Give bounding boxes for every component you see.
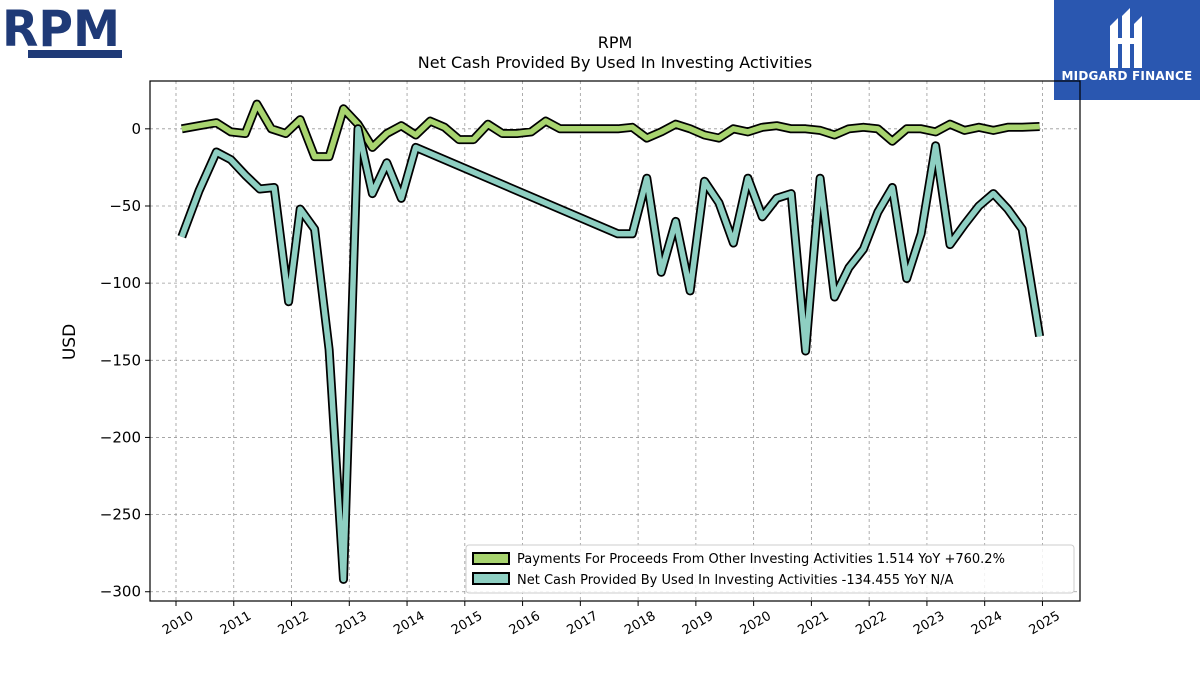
y-tick-label: −50 xyxy=(109,197,141,215)
series-line-other-investing xyxy=(181,99,1040,162)
company-logo-text: RPM xyxy=(2,0,120,58)
brand-logo: MIDGARD FINANCE xyxy=(1054,0,1200,100)
y-tick-label: −250 xyxy=(100,506,141,524)
series-outline xyxy=(177,124,1045,584)
y-tick-label: −100 xyxy=(100,274,141,292)
legend-label-other-investing: Payments For Proceeds From Other Investi… xyxy=(517,552,1005,567)
brand-logo-text: MIDGARD FINANCE xyxy=(1061,69,1193,83)
chart-title: RPM xyxy=(598,33,633,52)
chart-subtitle: Net Cash Provided By Used In Investing A… xyxy=(418,53,812,72)
x-tick-label: 2024 xyxy=(969,609,1005,639)
y-tick-label: −150 xyxy=(100,351,141,369)
series-line-net-investing xyxy=(177,124,1045,584)
x-tick-label: 2018 xyxy=(622,609,658,639)
legend-label-net-investing: Net Cash Provided By Used In Investing A… xyxy=(517,573,954,588)
series-stroke xyxy=(181,101,1040,160)
x-tick-label: 2017 xyxy=(565,609,601,639)
brand-mark-icon xyxy=(1110,8,1142,68)
y-tick-label: 0 xyxy=(131,120,141,138)
x-tick-label: 2016 xyxy=(507,609,543,639)
x-tick-label: 2020 xyxy=(738,609,774,639)
x-tick-label: 2019 xyxy=(680,609,716,639)
x-tick-label: 2015 xyxy=(449,609,485,639)
x-tick-label: 2021 xyxy=(796,609,832,639)
company-logo: RPM xyxy=(0,0,130,62)
plot-frame xyxy=(149,80,1081,602)
legend-swatch-net-investing xyxy=(472,572,510,585)
x-tick-label: 2013 xyxy=(333,609,369,639)
x-tick-label: 2025 xyxy=(1027,609,1063,639)
legend: Payments For Proceeds From Other Investi… xyxy=(465,544,1075,594)
x-tick-label: 2011 xyxy=(218,609,254,639)
x-tick-label: 2012 xyxy=(276,609,312,639)
legend-box xyxy=(465,544,1075,594)
y-tick-label: −300 xyxy=(100,583,141,601)
y-axis-label: USD xyxy=(60,324,80,360)
x-tick-label: 2014 xyxy=(391,609,427,639)
series-stroke xyxy=(179,126,1043,583)
y-tick-label: −200 xyxy=(100,428,141,446)
legend-swatch-other-investing xyxy=(472,552,510,565)
x-tick-label: 2023 xyxy=(911,609,947,639)
x-tick-label: 2010 xyxy=(160,609,196,639)
x-tick-label: 2022 xyxy=(853,609,889,639)
